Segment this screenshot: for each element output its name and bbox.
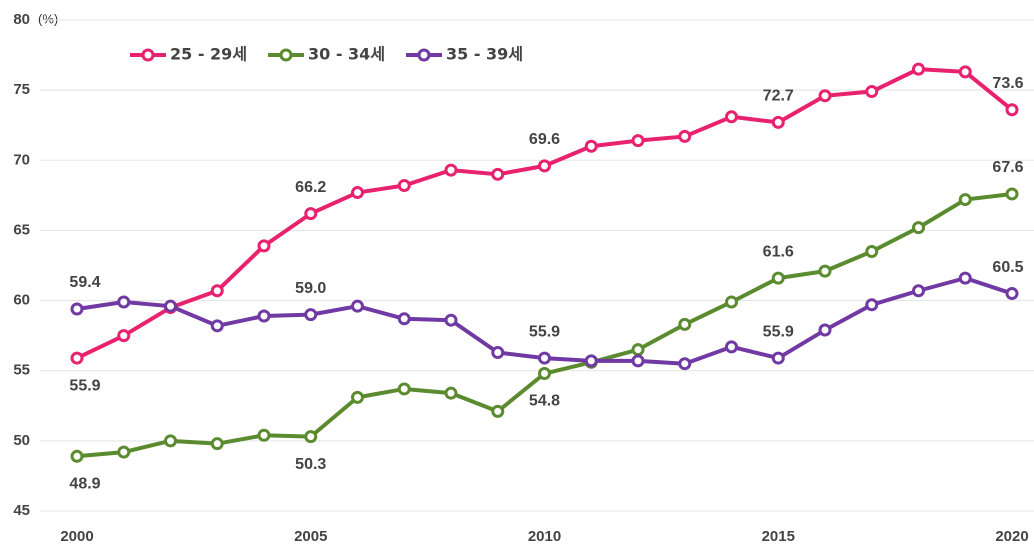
point <box>678 129 692 143</box>
point <box>818 264 832 278</box>
point <box>538 351 551 365</box>
data-label: 55.9 <box>529 323 560 340</box>
point <box>725 110 738 124</box>
point <box>865 298 879 312</box>
data-label: 59.4 <box>69 274 100 291</box>
point <box>70 302 84 316</box>
x-tick-label: 2005 <box>294 528 327 545</box>
data-label: 66.2 <box>295 179 326 196</box>
point <box>351 186 364 200</box>
point <box>117 445 131 459</box>
point <box>444 163 458 177</box>
point <box>397 179 411 193</box>
point <box>351 299 364 313</box>
point <box>1005 187 1019 201</box>
legend-marker <box>279 48 293 62</box>
point <box>164 299 177 313</box>
point <box>397 312 411 326</box>
point <box>631 354 645 368</box>
data-label: 69.6 <box>529 131 560 148</box>
point <box>865 244 879 258</box>
point <box>912 221 925 235</box>
point <box>491 167 505 181</box>
point <box>304 308 318 322</box>
x-tick-label: 2015 <box>762 528 795 545</box>
x-tick-label: 2020 <box>995 528 1028 545</box>
point <box>210 284 224 298</box>
y-tick-label: 70 <box>13 151 30 168</box>
point <box>164 434 177 448</box>
point <box>771 115 785 129</box>
point <box>958 193 972 207</box>
data-label: 72.7 <box>763 88 794 105</box>
data-label: 60.5 <box>992 259 1023 276</box>
y-tick-label: 50 <box>13 432 30 449</box>
data-label: 50.3 <box>295 456 326 473</box>
point <box>1005 103 1019 117</box>
y-tick-label: 55 <box>13 362 30 379</box>
point <box>818 89 832 103</box>
legend-label: 25 - 29세 <box>170 45 247 64</box>
data-label: 48.9 <box>69 476 100 493</box>
point <box>257 309 271 323</box>
point <box>444 313 458 327</box>
point <box>725 295 738 309</box>
y-tick-label: 75 <box>13 81 30 98</box>
y-tick-label: 45 <box>13 502 30 519</box>
data-label: 54.8 <box>529 393 560 410</box>
point <box>771 271 785 285</box>
point <box>818 323 832 337</box>
point <box>912 62 925 76</box>
data-label: 59.0 <box>295 280 326 297</box>
point <box>444 386 458 400</box>
legend-label: 35 - 39세 <box>446 45 523 64</box>
data-label: 55.9 <box>763 323 794 340</box>
y-unit: (%) <box>38 11 58 26</box>
point <box>257 428 271 442</box>
point <box>958 271 972 285</box>
point <box>538 367 551 381</box>
data-label: 55.9 <box>69 377 100 394</box>
point <box>912 284 925 298</box>
point <box>678 357 692 371</box>
y-tick-label: 80 <box>13 11 30 28</box>
point <box>491 345 505 359</box>
point <box>397 382 411 396</box>
data-label: 67.6 <box>992 159 1023 176</box>
legend-label: 30 - 34세 <box>308 45 385 64</box>
y-tick-label: 65 <box>13 221 30 238</box>
point <box>584 139 598 153</box>
point <box>538 159 551 173</box>
data-label: 73.6 <box>992 75 1023 92</box>
point <box>771 351 785 365</box>
point <box>865 85 879 99</box>
point <box>257 239 271 253</box>
point <box>491 404 505 418</box>
point <box>631 134 645 148</box>
point <box>631 343 645 357</box>
point <box>70 351 84 365</box>
point <box>304 207 318 221</box>
point <box>117 329 131 343</box>
data-label: 61.6 <box>763 243 794 260</box>
legend-marker <box>417 48 431 62</box>
legend-marker <box>141 48 155 62</box>
point <box>678 317 692 331</box>
x-tick-label: 2000 <box>60 528 93 545</box>
point <box>210 437 224 451</box>
point <box>584 354 598 368</box>
point <box>351 390 364 404</box>
point <box>958 65 972 79</box>
point <box>70 449 84 463</box>
point <box>1005 287 1019 301</box>
point <box>117 295 131 309</box>
series-line <box>76 67 1014 360</box>
x-tick-label: 2010 <box>528 528 561 545</box>
point <box>210 319 224 333</box>
point <box>725 340 738 354</box>
y-tick-label: 60 <box>13 292 30 309</box>
point <box>304 430 318 444</box>
